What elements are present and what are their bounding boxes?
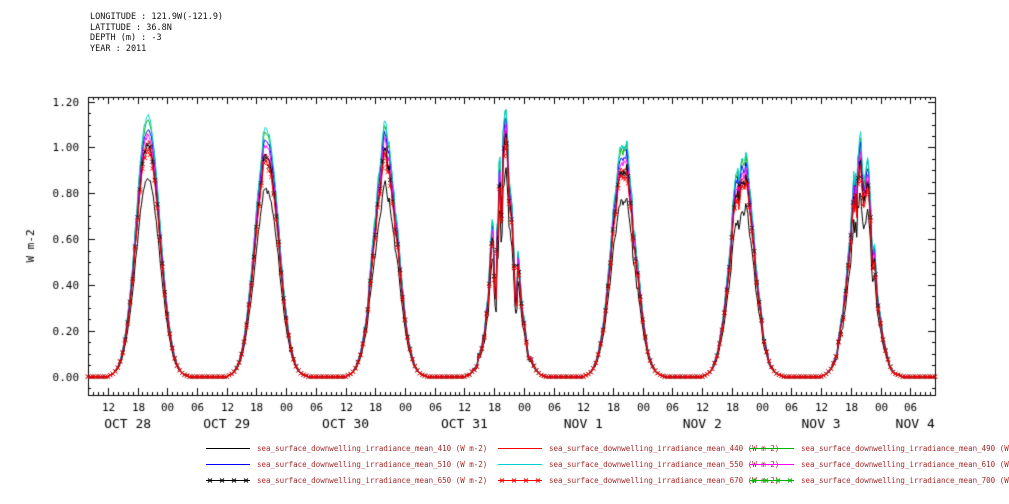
legend-line-swatch xyxy=(750,448,794,449)
legend-item: sea_surface_downwelling_irradiance_mean_… xyxy=(497,458,779,471)
header-latitude: LATITUDE : 36.8N xyxy=(90,22,172,33)
legend-label: sea_surface_downwelling_irradiance_mean_… xyxy=(549,476,780,485)
x-marker-icon xyxy=(219,478,225,483)
legend-item: sea_surface_downwelling_irradiance_mean_… xyxy=(497,442,779,455)
legend-line-swatch xyxy=(206,448,250,449)
legend-item: sea_surface_downwelling_irradiance_mean_… xyxy=(205,474,497,487)
legend-line-marker-swatch xyxy=(206,478,250,483)
x-marker-icon xyxy=(243,478,249,483)
plot-header: LONGITUDE : 121.9W(-121.9) LATITUDE : 36… xyxy=(90,12,223,54)
legend-line-swatch xyxy=(750,464,794,465)
legend-label: sea_surface_downwelling_irradiance_mean_… xyxy=(549,444,780,453)
x-marker-icon xyxy=(535,478,541,483)
x-marker-icon xyxy=(751,478,757,483)
x-marker-icon xyxy=(231,478,237,483)
chart-legend: sea_surface_downwelling_irradiance_mean_… xyxy=(205,442,1009,487)
legend-line-swatch xyxy=(206,464,250,465)
header-longitude: LONGITUDE : 121.9W(-121.9) xyxy=(90,12,224,22)
x-marker-icon xyxy=(499,478,505,483)
legend-item: sea_surface_downwelling_irradiance_mean_… xyxy=(749,458,1009,471)
legend-item: sea_surface_downwelling_irradiance_mean_… xyxy=(749,442,1009,455)
legend-item: sea_surface_downwelling_irradiance_mean_… xyxy=(497,474,779,487)
legend-item: sea_surface_downwelling_irradiance_mean_… xyxy=(205,442,497,455)
x-marker-icon xyxy=(763,478,769,483)
legend-item: sea_surface_downwelling_irradiance_mean_… xyxy=(205,458,497,471)
legend-line-marker-swatch xyxy=(498,478,542,483)
x-marker-icon xyxy=(775,478,781,483)
legend-label: sea_surface_downwelling_irradiance_mean_… xyxy=(801,460,1009,469)
x-marker-icon xyxy=(787,478,793,483)
legend-label: sea_surface_downwelling_irradiance_mean_… xyxy=(549,460,780,469)
legend-line-swatch xyxy=(498,448,542,449)
x-marker-icon xyxy=(511,478,517,483)
legend-label: sea_surface_downwelling_irradiance_mean_… xyxy=(257,476,488,485)
irradiance-chart-canvas xyxy=(0,0,1009,440)
legend-label: sea_surface_downwelling_irradiance_mean_… xyxy=(801,444,1009,453)
header-depth: DEPTH (m) : -3 xyxy=(90,33,162,43)
legend-line-swatch xyxy=(498,464,542,465)
x-marker-icon xyxy=(207,478,213,483)
legend-item: sea_surface_downwelling_irradiance_mean_… xyxy=(749,474,1009,487)
legend-label: sea_surface_downwelling_irradiance_mean_… xyxy=(801,476,1009,485)
legend-label: sea_surface_downwelling_irradiance_mean_… xyxy=(257,460,488,469)
legend-line-marker-swatch xyxy=(750,478,794,483)
legend-label: sea_surface_downwelling_irradiance_mean_… xyxy=(257,444,488,453)
x-marker-icon xyxy=(523,478,529,483)
header-year: YEAR : 2011 xyxy=(90,43,147,54)
